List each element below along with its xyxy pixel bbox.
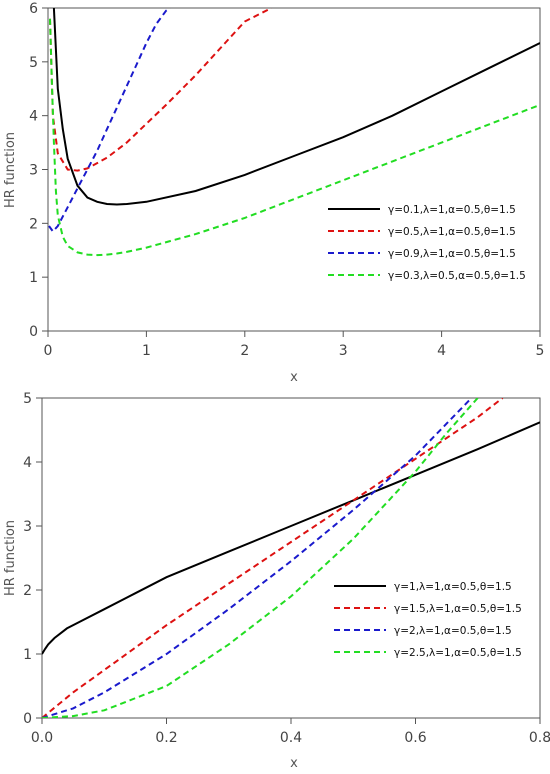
y-tick-label: 2	[23, 583, 32, 599]
series-line-4	[49, 18, 540, 257]
y-tick-label: 4	[23, 455, 32, 471]
series-line-1	[52, 8, 540, 206]
series-line-4	[42, 398, 479, 718]
legend-label: γ=2.5,λ=1,α=0.5,θ=1.5	[394, 647, 522, 659]
y-tick-label: 3	[29, 163, 38, 179]
y-tick-label: 6	[29, 1, 38, 17]
y-tick-label: 2	[29, 216, 38, 232]
y-tick-label: 5	[29, 55, 38, 71]
x-tick-label: 1	[142, 343, 151, 359]
x-tick-label: 5	[536, 343, 545, 359]
x-tick-label: 0.2	[155, 730, 177, 746]
x-axis-label: x	[290, 370, 298, 385]
x-tick-label: 2	[240, 343, 249, 359]
legend-label: γ=0.3,λ=0.5,α=0.5,θ=1.5	[388, 270, 526, 282]
x-tick-label: 0.8	[529, 730, 550, 746]
x-tick-label: 0	[44, 343, 53, 359]
legend-label: γ=0.5,λ=1,α=0.5,θ=1.5	[388, 226, 516, 238]
series-line-3	[48, 8, 171, 233]
x-tick-label: 0.0	[31, 730, 53, 746]
x-tick-label: 0.6	[404, 730, 426, 746]
y-tick-label: 5	[23, 391, 32, 407]
legend-label: γ=1,λ=1,α=0.5,θ=1.5	[394, 581, 512, 593]
y-tick-label: 4	[29, 109, 38, 125]
series-line-2	[49, 8, 272, 172]
chart-bottom: 0.0 0.2 0.4 0.6 0.8 0 1 2 3 4 5 x HR function γ=1,λ=1…	[3, 391, 550, 771]
series-line-3	[42, 398, 473, 718]
legend-label: γ=0.9,λ=1,α=0.5,θ=1.5	[388, 248, 516, 260]
series-line-2	[42, 398, 504, 718]
series-line-1	[42, 421, 540, 655]
chart-top: 0 1 2 3 4 5 0 1 2 3 4 5 6 x HR function γ=0.1,λ=1,α=0.5…	[3, 1, 545, 385]
legend-label: γ=0.1,λ=1,α=0.5,θ=1.5	[388, 204, 516, 216]
x-tick-label: 0.4	[280, 730, 302, 746]
x-tick-label: 3	[339, 343, 348, 359]
legend-label: γ=1.5,λ=1,α=0.5,θ=1.5	[394, 603, 522, 615]
y-axis-label: HR function	[3, 520, 18, 596]
legend-label: γ=2,λ=1,α=0.5,θ=1.5	[394, 625, 512, 637]
x-axis-label: x	[290, 756, 298, 771]
y-tick-label: 3	[23, 519, 32, 535]
y-tick-label: 1	[29, 270, 38, 286]
plot-frame	[41, 397, 541, 719]
y-axis-label: HR function	[3, 132, 18, 208]
legend	[322, 197, 518, 291]
x-tick-label: 4	[437, 343, 446, 359]
y-tick-label: 1	[23, 647, 32, 663]
y-tick-label: 0	[23, 711, 32, 727]
y-tick-label: 0	[29, 324, 38, 340]
